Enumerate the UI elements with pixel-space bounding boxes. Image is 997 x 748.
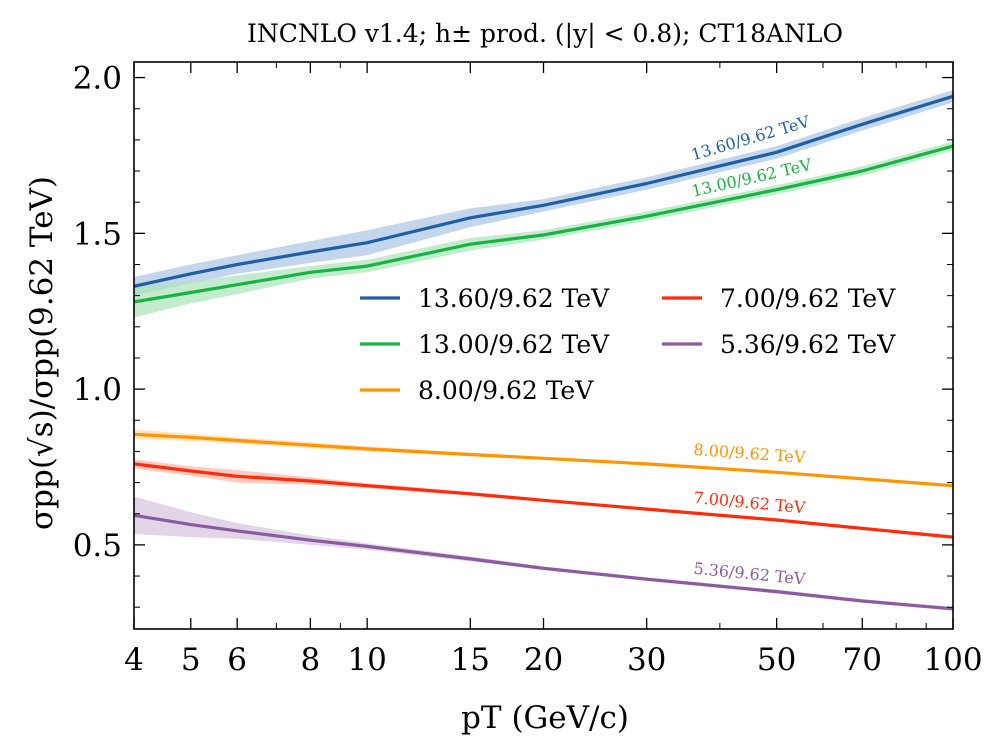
x-tick-label: 15 (451, 642, 490, 678)
legend-label: 5.36/9.62 TeV (720, 330, 896, 359)
x-axis-label: pT (GeV/c) (461, 700, 629, 736)
series-line-4 (134, 513, 953, 611)
series-line-0 (134, 94, 953, 288)
x-tick-label: 5 (181, 642, 201, 678)
x-tick-label: 30 (627, 642, 666, 678)
x-tick-label: 20 (524, 642, 563, 678)
plot-area: 13.60/9.62 TeV 13.00/9.62 TeV 8.00/9.62 Te… (73, 61, 983, 678)
legend-label: 13.00/9.62 TeV (418, 330, 610, 359)
legend: 13.60/9.62 TeV 7.00/9.62 TeV 13.00/9.62 Te… (360, 284, 896, 405)
x-tick-label: 70 (843, 642, 882, 678)
y-tick-label: 1.0 (73, 372, 122, 408)
y-tick-label: 2.0 (73, 61, 122, 97)
series-line-3 (134, 462, 953, 539)
legend-label: 8.00/9.62 TeV (418, 376, 594, 405)
x-tick-label: 100 (923, 642, 982, 678)
x-tick-label: 8 (300, 642, 320, 678)
chart-title: INCNLO v1.4; h± prod. (|y| < 0.8); CT18A… (247, 19, 843, 49)
x-tick-label: 4 (124, 642, 144, 678)
series-line-1 (134, 144, 953, 304)
y-tick-label: 0.5 (73, 528, 122, 564)
x-tick-label: 50 (757, 642, 796, 678)
y-axis-label: σpp(√s)/σpp(9.62 TeV) (24, 176, 60, 530)
legend-label: 13.60/9.62 TeV (418, 284, 610, 313)
legend-label: 7.00/9.62 TeV (720, 284, 896, 313)
series-band-1 (134, 141, 953, 318)
y-tick-label: 1.5 (73, 216, 122, 252)
series-line-2 (134, 432, 953, 488)
series-band-0 (134, 90, 953, 296)
x-tick-label: 6 (227, 642, 247, 678)
data-layer (134, 90, 953, 611)
series-annotation-2: 8.00/9.62 TeV (693, 440, 807, 467)
series-band-4 (134, 496, 953, 611)
x-tick-label: 10 (347, 642, 386, 678)
